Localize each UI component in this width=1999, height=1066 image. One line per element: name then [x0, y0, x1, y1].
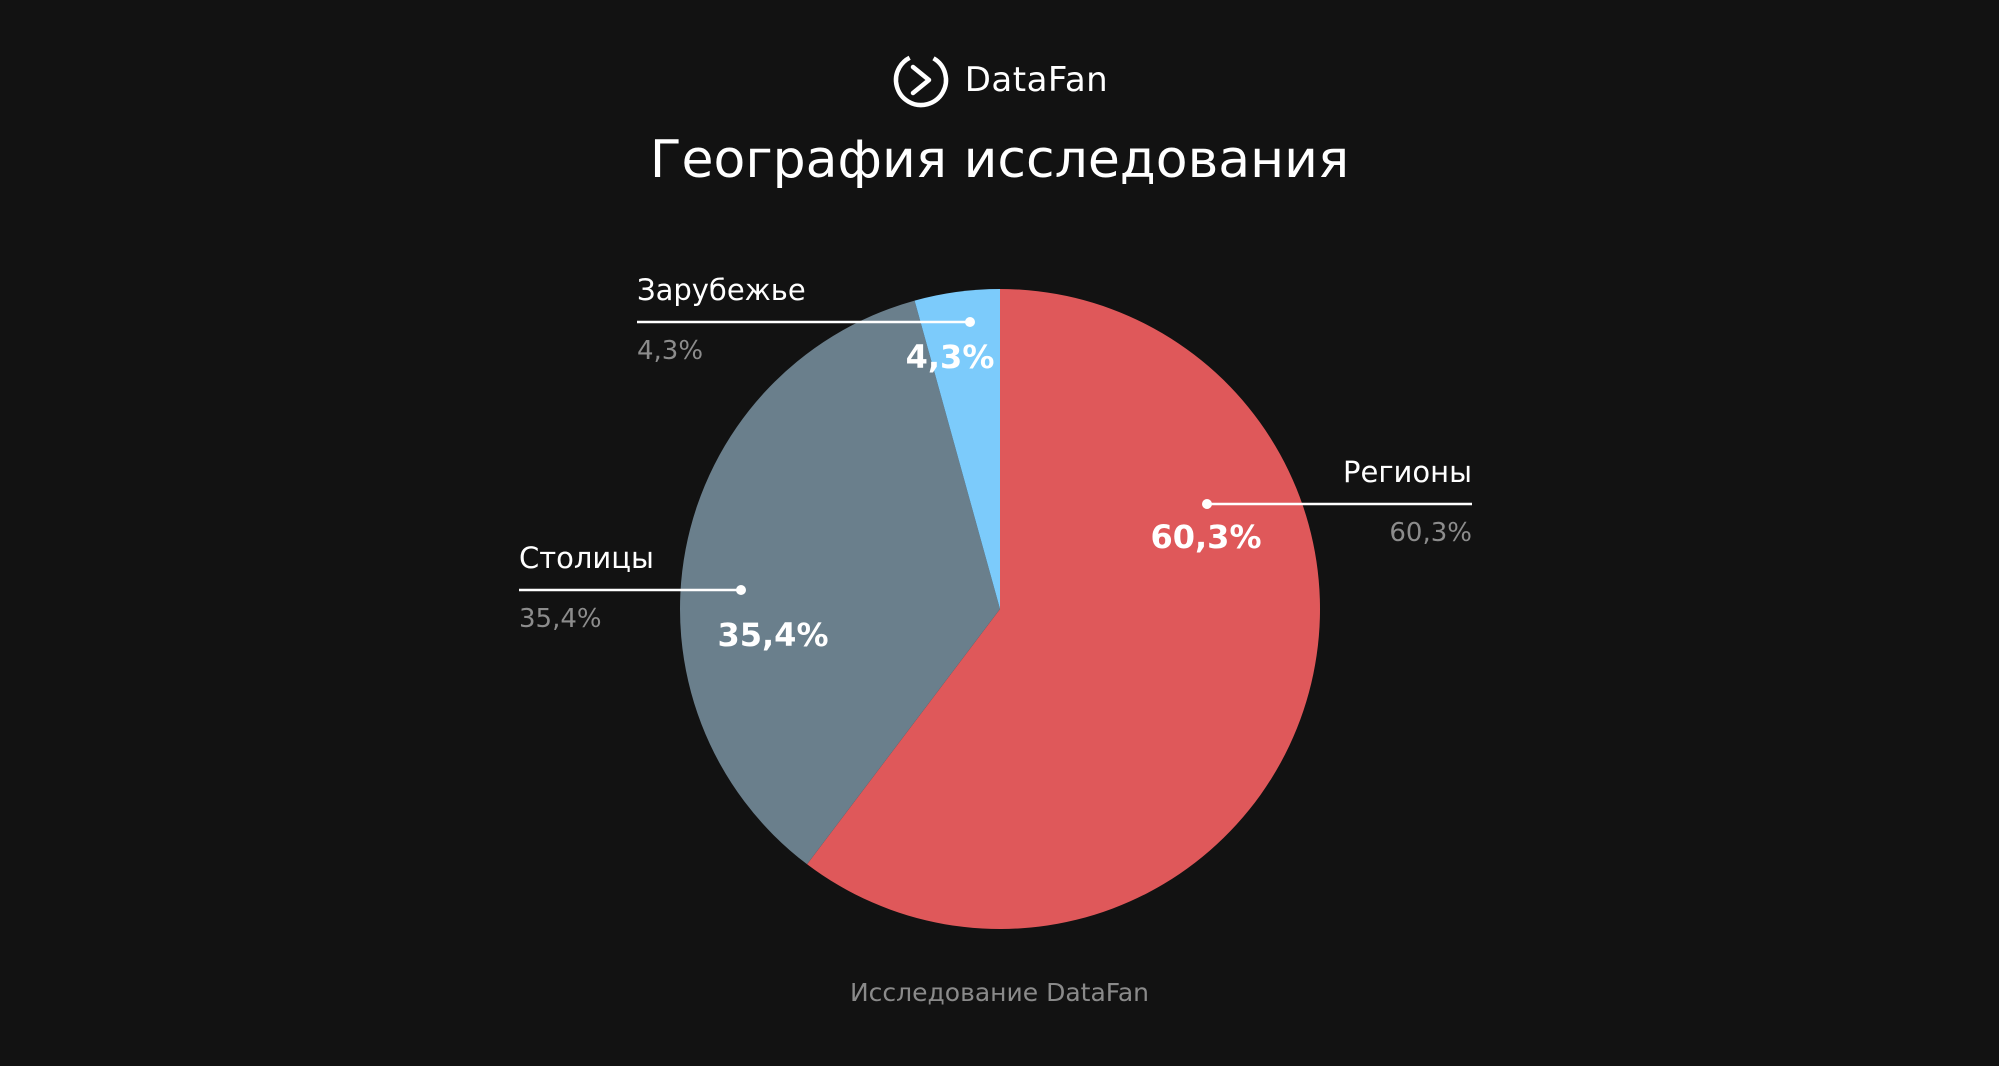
pie-slice-label-3: 4,3% [906, 338, 995, 376]
callout-name-2: Столицы [519, 541, 654, 575]
callout-dot-1 [1202, 499, 1212, 509]
pie-slice-1 [807, 289, 1320, 930]
brand-logo: DataFan [0, 48, 1999, 112]
callout-value-3: 4,3% [637, 336, 704, 366]
callout-name-3: Зарубежье [637, 273, 806, 307]
pie-callout-lines [519, 317, 1472, 595]
callout-dot-3 [965, 317, 975, 327]
pie-slice-3 [914, 289, 1000, 609]
callout-dot-2 [736, 585, 746, 595]
chart-title: География исследования [649, 130, 1350, 190]
callout-value-2: 35,4% [519, 604, 602, 634]
pie-slices [680, 289, 1320, 930]
callout-name-1: Регионы [1342, 455, 1472, 489]
pie-inner-labels: 60,3% 35,4% 4,3% [717, 338, 1261, 654]
callout-value-1: 60,3% [1389, 518, 1472, 548]
pie-slice-label-2: 35,4% [717, 616, 828, 654]
pie-slice-2 [680, 300, 1000, 865]
pie-slice-label-1: 60,3% [1150, 518, 1261, 556]
brand-name: DataFan [964, 60, 1109, 100]
source-note: Исследование DataFan [849, 978, 1150, 1007]
play-chevron-circle-icon [893, 52, 948, 108]
